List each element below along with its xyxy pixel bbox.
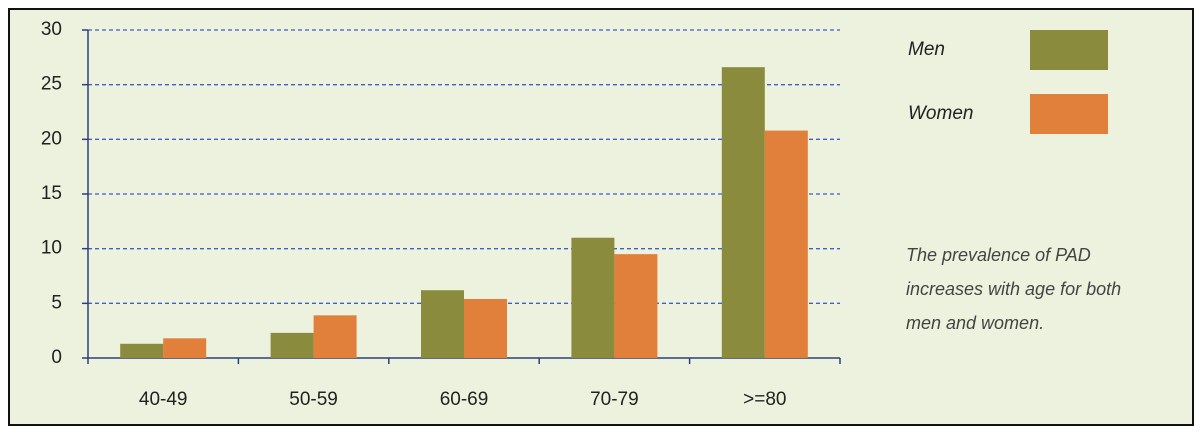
x-tick-label: 40-49 [139,389,188,410]
y-tick-label: 20 [41,128,62,149]
y-tick-label: 10 [41,238,62,259]
x-tick-label: >=80 [743,389,786,410]
bar [464,298,507,358]
bar [721,67,765,358]
legend-label: Women [908,103,973,124]
bar [614,254,658,358]
x-tick-label: 70-79 [590,389,639,410]
legend-swatch [1030,30,1108,70]
annotation: The prevalence of PAD increases with age… [906,245,1122,333]
x-tick-label: 50-59 [289,389,338,410]
bar [421,290,464,358]
legend-label: Men [908,39,945,60]
y-tick-label: 25 [41,74,62,95]
bar [313,315,357,358]
y-tick-label: 0 [51,347,62,368]
legend-swatch [1030,94,1108,134]
bar [163,338,207,358]
y-tick-label: 15 [41,183,62,204]
x-tick-label: 60-69 [440,389,489,410]
y-tick-label: 30 [41,19,62,40]
bar [120,343,164,358]
bar [270,332,314,358]
bar [571,237,615,358]
bar [764,130,808,358]
y-tick-label: 5 [51,292,62,313]
